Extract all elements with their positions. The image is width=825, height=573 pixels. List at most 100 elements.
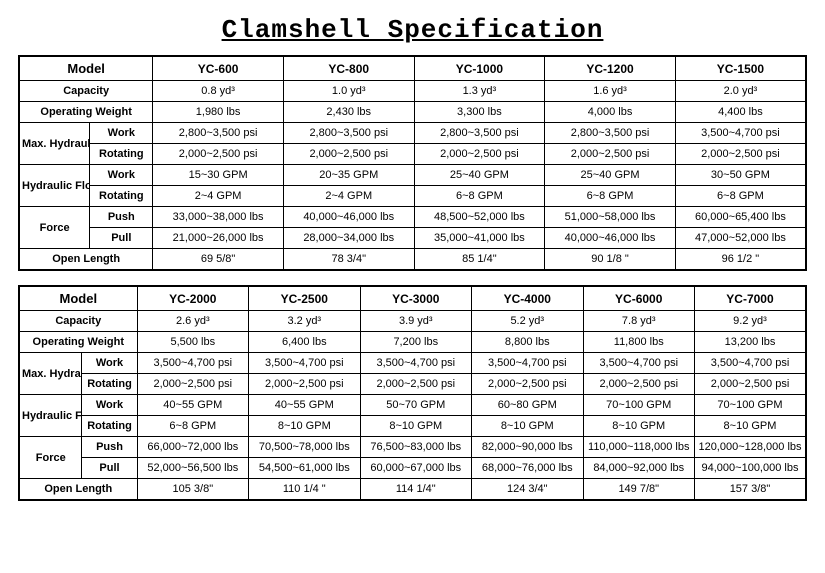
cell: 35,000~41,000 lbs	[414, 228, 545, 249]
model-col: YC-1000	[414, 56, 545, 81]
spec-table-2: Model YC-2000 YC-2500 YC-3000 YC-4000 YC…	[18, 285, 807, 501]
table-row: Force Push 66,000~72,000 lbs 70,500~78,0…	[19, 437, 806, 458]
cell: 1.0 yd³	[283, 81, 414, 102]
cell: 76,500~83,000 lbs	[360, 437, 471, 458]
row-rotating: Rotating	[90, 144, 153, 165]
header-model: Model	[19, 286, 137, 311]
spec-table-1: Model YC-600 YC-800 YC-1000 YC-1200 YC-1…	[18, 55, 807, 271]
table-row: Hydraulic Flow Work 40~55 GPM 40~55 GPM …	[19, 395, 806, 416]
row-openlength: Open Length	[19, 249, 153, 271]
row-capacity: Capacity	[19, 81, 153, 102]
table-row: Hydraulic Flow Work 15~30 GPM 20~35 GPM …	[19, 165, 806, 186]
model-col: YC-1200	[545, 56, 676, 81]
cell: 2,430 lbs	[283, 102, 414, 123]
model-col: YC-3000	[360, 286, 471, 311]
cell: 1,980 lbs	[153, 102, 284, 123]
cell: 5.2 yd³	[472, 311, 583, 332]
cell: 8,800 lbs	[472, 332, 583, 353]
cell: 2,000~2,500 psi	[249, 374, 360, 395]
row-hf: Hydraulic Flow	[19, 395, 82, 437]
row-capacity: Capacity	[19, 311, 137, 332]
table-row: Max. Hydraulic Pressure Work 2,800~3,500…	[19, 123, 806, 144]
table-row: Pull 52,000~56,500 lbs 54,500~61,000 lbs…	[19, 458, 806, 479]
cell: 70~100 GPM	[694, 395, 806, 416]
cell: 2~4 GPM	[283, 186, 414, 207]
cell: 8~10 GPM	[583, 416, 694, 437]
cell: 1.3 yd³	[414, 81, 545, 102]
cell: 4,000 lbs	[545, 102, 676, 123]
cell: 52,000~56,500 lbs	[137, 458, 248, 479]
cell: 2,800~3,500 psi	[153, 123, 284, 144]
table-row: Rotating 2,000~2,500 psi 2,000~2,500 psi…	[19, 144, 806, 165]
row-hf: Hydraulic Flow	[19, 165, 90, 207]
cell: 40~55 GPM	[137, 395, 248, 416]
table-row: Model YC-600 YC-800 YC-1000 YC-1200 YC-1…	[19, 56, 806, 81]
cell: 68,000~76,000 lbs	[472, 458, 583, 479]
cell: 66,000~72,000 lbs	[137, 437, 248, 458]
cell: 1.6 yd³	[545, 81, 676, 102]
row-push: Push	[82, 437, 137, 458]
model-col: YC-800	[283, 56, 414, 81]
cell: 96 1/2 "	[675, 249, 806, 271]
table-row: Max. Hydraulic Pressure Work 3,500~4,700…	[19, 353, 806, 374]
cell: 3,500~4,700 psi	[249, 353, 360, 374]
row-work: Work	[90, 123, 153, 144]
cell: 28,000~34,000 lbs	[283, 228, 414, 249]
cell: 2,000~2,500 psi	[153, 144, 284, 165]
cell: 3.9 yd³	[360, 311, 471, 332]
cell: 8~10 GPM	[694, 416, 806, 437]
cell: 47,000~52,000 lbs	[675, 228, 806, 249]
row-force: Force	[19, 437, 82, 479]
table-row: Capacity 0.8 yd³ 1.0 yd³ 1.3 yd³ 1.6 yd³…	[19, 81, 806, 102]
cell: 40,000~46,000 lbs	[283, 207, 414, 228]
cell: 2,800~3,500 psi	[414, 123, 545, 144]
cell: 5,500 lbs	[137, 332, 248, 353]
header-model: Model	[19, 56, 153, 81]
cell: 105 3/8"	[137, 479, 248, 501]
cell: 0.8 yd³	[153, 81, 284, 102]
row-push: Push	[90, 207, 153, 228]
table-row: Open Length 69 5/8" 78 3/4" 85 1/4" 90 1…	[19, 249, 806, 271]
cell: 3,500~4,700 psi	[694, 353, 806, 374]
cell: 50~70 GPM	[360, 395, 471, 416]
row-force: Force	[19, 207, 90, 249]
row-rotating: Rotating	[82, 374, 137, 395]
cell: 20~35 GPM	[283, 165, 414, 186]
row-mhp: Max. Hydraulic Pressure	[19, 123, 90, 165]
cell: 9.2 yd³	[694, 311, 806, 332]
cell: 94,000~100,000 lbs	[694, 458, 806, 479]
model-col: YC-6000	[583, 286, 694, 311]
cell: 2,800~3,500 psi	[283, 123, 414, 144]
cell: 2,000~2,500 psi	[472, 374, 583, 395]
cell: 6~8 GPM	[414, 186, 545, 207]
cell: 3,500~4,700 psi	[675, 123, 806, 144]
cell: 2,000~2,500 psi	[545, 144, 676, 165]
cell: 3.2 yd³	[249, 311, 360, 332]
cell: 6~8 GPM	[545, 186, 676, 207]
table-row: Operating Weight 5,500 lbs 6,400 lbs 7,2…	[19, 332, 806, 353]
cell: 25~40 GPM	[414, 165, 545, 186]
cell: 2,000~2,500 psi	[137, 374, 248, 395]
cell: 40,000~46,000 lbs	[545, 228, 676, 249]
row-opweight: Operating Weight	[19, 332, 137, 353]
cell: 84,000~92,000 lbs	[583, 458, 694, 479]
cell: 6~8 GPM	[137, 416, 248, 437]
cell: 6~8 GPM	[675, 186, 806, 207]
cell: 3,500~4,700 psi	[137, 353, 248, 374]
row-work: Work	[82, 395, 137, 416]
model-col: YC-7000	[694, 286, 806, 311]
cell: 3,300 lbs	[414, 102, 545, 123]
cell: 3,500~4,700 psi	[360, 353, 471, 374]
row-rotating: Rotating	[82, 416, 137, 437]
row-openlength: Open Length	[19, 479, 137, 501]
table-row: Pull 21,000~26,000 lbs 28,000~34,000 lbs…	[19, 228, 806, 249]
cell: 2,000~2,500 psi	[583, 374, 694, 395]
cell: 70~100 GPM	[583, 395, 694, 416]
cell: 7,200 lbs	[360, 332, 471, 353]
table-row: Force Push 33,000~38,000 lbs 40,000~46,0…	[19, 207, 806, 228]
cell: 85 1/4"	[414, 249, 545, 271]
row-mhp: Max. Hydraulic Pressure	[19, 353, 82, 395]
cell: 3,500~4,700 psi	[472, 353, 583, 374]
cell: 8~10 GPM	[360, 416, 471, 437]
cell: 60,000~67,000 lbs	[360, 458, 471, 479]
